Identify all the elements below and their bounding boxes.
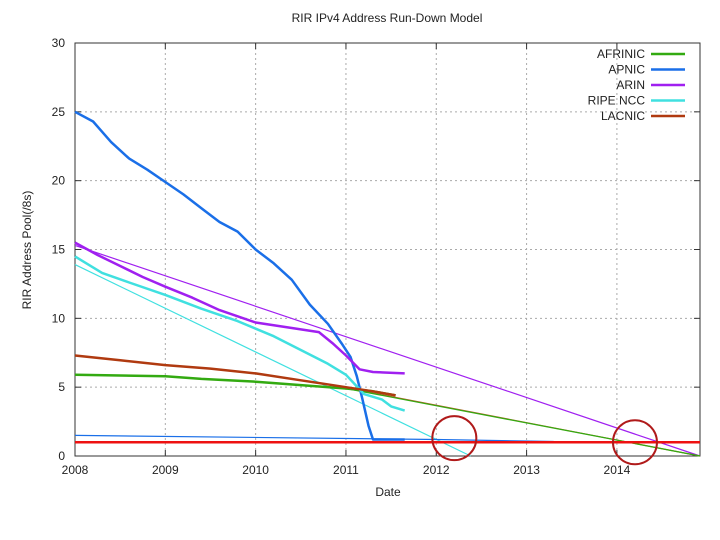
x-axis-label: Date xyxy=(375,485,401,499)
x-tick-label: 2009 xyxy=(152,463,179,477)
y-tick-label: 15 xyxy=(52,243,66,257)
chart-title: RIR IPv4 Address Run-Down Model xyxy=(292,11,483,25)
x-tick-label: 2008 xyxy=(62,463,89,477)
y-tick-label: 0 xyxy=(58,449,65,463)
legend-label: APNIC xyxy=(608,63,645,77)
model-line xyxy=(74,264,471,457)
x-tick-label: 2014 xyxy=(604,463,631,477)
y-tick-label: 5 xyxy=(58,380,65,394)
y-tick-label: 30 xyxy=(52,36,66,50)
plot-frame xyxy=(74,42,701,457)
x-tick-label: 2012 xyxy=(423,463,450,477)
y-axis-label: RIR Address Pool(/8s) xyxy=(20,191,34,310)
legend-label: RIPE NCC xyxy=(588,94,646,108)
y-tick-label: 25 xyxy=(52,105,66,119)
highlight-circle xyxy=(431,415,478,462)
legend-label: ARIN xyxy=(616,78,645,92)
highlight-circle xyxy=(611,419,658,466)
series-line-lacnic xyxy=(74,354,396,397)
series-line-ripe-ncc xyxy=(74,255,406,412)
y-tick-label: 10 xyxy=(52,311,66,325)
series-line-apnic xyxy=(74,110,405,441)
legend-label: AFRINIC xyxy=(597,47,645,61)
series-line-arin xyxy=(74,241,405,375)
x-tick-label: 2010 xyxy=(242,463,269,477)
model-line xyxy=(74,244,701,457)
legend-label: LACNIC xyxy=(601,109,645,123)
x-tick-label: 2011 xyxy=(333,463,359,477)
y-tick-label: 20 xyxy=(52,174,66,188)
model-line xyxy=(345,387,701,457)
x-tick-label: 2013 xyxy=(513,463,540,477)
model-line xyxy=(74,434,554,443)
